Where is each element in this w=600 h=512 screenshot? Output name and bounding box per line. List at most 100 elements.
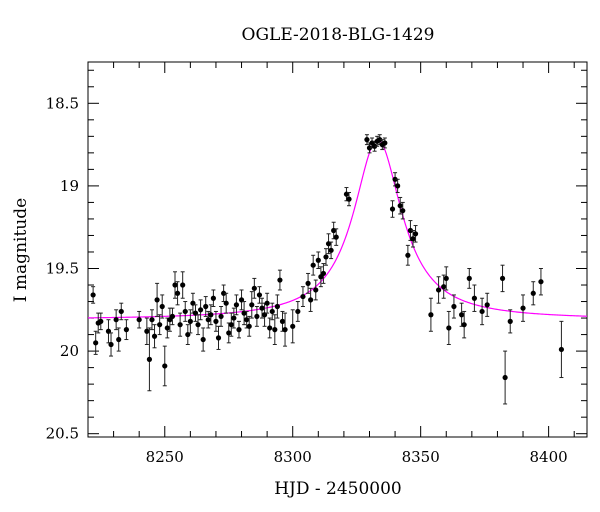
- data-point: [446, 310, 452, 345]
- data-point: [277, 269, 283, 291]
- data-marker: [264, 300, 270, 306]
- data-marker: [233, 302, 240, 308]
- data-point: [90, 286, 96, 304]
- data-marker: [400, 208, 406, 214]
- y-tick-label: 20: [60, 342, 79, 360]
- data-marker: [377, 137, 383, 143]
- data-marker: [446, 325, 452, 331]
- data-point: [215, 325, 222, 350]
- data-point: [364, 134, 370, 146]
- data-marker: [159, 303, 165, 310]
- data-point: [187, 309, 193, 334]
- data-marker: [346, 196, 352, 202]
- data-point: [282, 312, 288, 347]
- data-point: [313, 279, 319, 301]
- data-marker: [333, 234, 339, 240]
- data-point: [290, 309, 296, 344]
- data-point: [502, 350, 508, 405]
- data-marker: [144, 328, 150, 334]
- data-marker: [272, 327, 278, 333]
- data-marker: [146, 356, 153, 362]
- data-point: [151, 324, 158, 349]
- data-marker: [228, 322, 234, 328]
- data-marker: [484, 302, 490, 308]
- x-tick-label: 8350: [402, 448, 440, 466]
- chart-title: OGLE-2018-BLG-1429: [242, 25, 435, 45]
- data-marker: [151, 333, 158, 339]
- data-point: [389, 200, 396, 218]
- data-point: [318, 266, 324, 288]
- data-marker: [249, 302, 255, 308]
- data-point: [159, 294, 165, 319]
- data-marker: [310, 262, 316, 268]
- data-point: [507, 309, 513, 334]
- data-point: [308, 287, 314, 312]
- data-marker: [459, 312, 465, 318]
- data-point: [405, 244, 411, 266]
- data-point: [267, 317, 273, 339]
- data-point: [157, 314, 163, 336]
- data-marker: [113, 317, 119, 323]
- x-tick-labels: 8250 8300 8350 8400: [146, 448, 568, 466]
- data-marker: [200, 336, 206, 343]
- data-point: [93, 330, 99, 355]
- data-point: [221, 284, 227, 303]
- data-point: [435, 276, 442, 304]
- data-point: [197, 299, 204, 321]
- data-marker: [246, 323, 252, 329]
- data-point: [144, 317, 150, 345]
- data-marker: [210, 295, 216, 301]
- data-point: [210, 289, 216, 307]
- data-point: [174, 281, 181, 306]
- data-point: [264, 292, 270, 314]
- data-point: [172, 271, 178, 299]
- data-point: [305, 272, 311, 294]
- data-point: [274, 294, 280, 319]
- data-marker: [274, 303, 280, 310]
- data-marker: [164, 325, 170, 331]
- data-point: [471, 284, 478, 312]
- data-point: [136, 310, 142, 329]
- data-marker: [315, 257, 321, 263]
- data-point: [256, 286, 263, 304]
- data-marker: [205, 317, 211, 323]
- data-point: [185, 324, 191, 345]
- data-point: [395, 178, 401, 194]
- data-point: [182, 301, 188, 322]
- x-tick-label: 8250: [146, 448, 184, 466]
- data-marker: [323, 254, 329, 260]
- data-marker: [256, 292, 263, 298]
- data-marker: [174, 290, 181, 296]
- data-marker: [313, 287, 319, 293]
- data-marker: [466, 275, 472, 282]
- data-point: [236, 320, 242, 339]
- data-marker: [203, 303, 209, 310]
- data-point: [451, 294, 457, 319]
- data-marker: [244, 317, 250, 323]
- data-marker: [93, 340, 99, 346]
- data-marker: [169, 313, 176, 320]
- data-point: [374, 135, 380, 147]
- data-marker: [282, 327, 288, 333]
- data-marker: [451, 303, 457, 310]
- data-point: [443, 266, 449, 291]
- data-point: [461, 310, 467, 339]
- data-point: [558, 320, 565, 379]
- data-marker: [412, 231, 419, 237]
- data-point: [113, 309, 119, 331]
- data-marker: [215, 335, 222, 341]
- data-marker: [502, 374, 508, 381]
- y-tick-labels: 18.5 19 19.5 20 20.5: [46, 94, 79, 442]
- y-tick-label: 19: [60, 177, 79, 195]
- data-marker: [277, 277, 283, 283]
- data-marker: [392, 176, 398, 182]
- data-point: [249, 291, 255, 319]
- data-marker: [90, 292, 96, 298]
- data-point: [108, 332, 114, 357]
- data-point: [154, 282, 160, 317]
- plot-frame: [87, 61, 588, 438]
- data-marker: [407, 227, 414, 234]
- data-marker: [405, 252, 411, 258]
- data-marker: [279, 318, 286, 324]
- data-point: [407, 220, 414, 241]
